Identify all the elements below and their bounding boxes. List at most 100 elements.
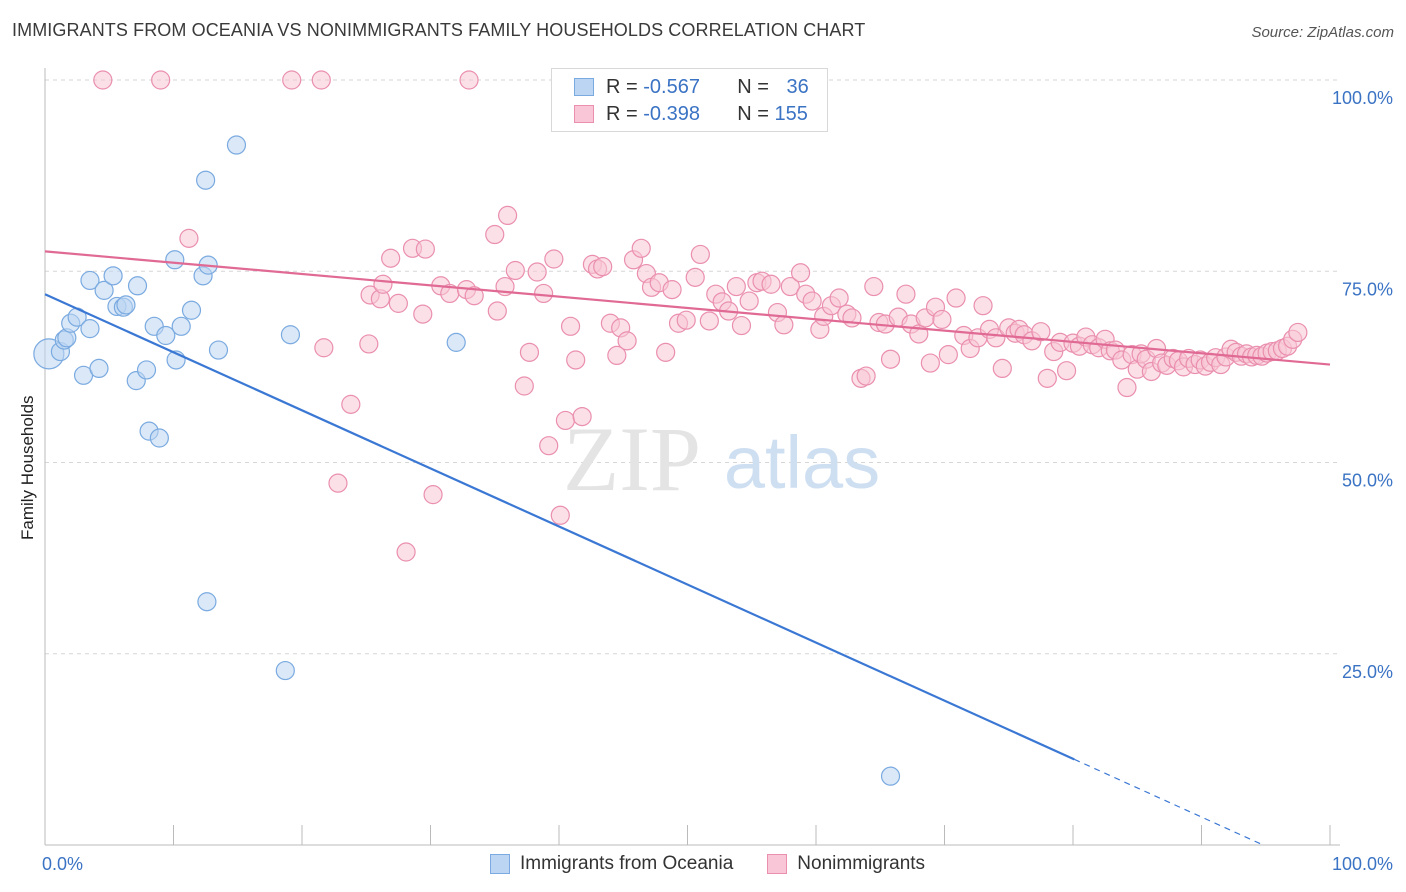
point-oceania bbox=[103, 266, 123, 286]
point-nonimmigrants bbox=[311, 70, 331, 90]
point-oceania bbox=[94, 280, 114, 300]
watermark-atlas: atlas bbox=[724, 421, 880, 504]
point-nonimmigrants bbox=[864, 276, 884, 297]
point-oceania bbox=[280, 325, 301, 345]
point-nonimmigrants bbox=[938, 345, 958, 365]
point-nonimmigrants bbox=[93, 70, 113, 90]
point-nonimmigrants bbox=[179, 228, 199, 248]
point-oceania bbox=[156, 325, 176, 346]
point-nonimmigrants bbox=[992, 358, 1012, 379]
point-oceania bbox=[127, 276, 148, 296]
point-oceania bbox=[149, 428, 169, 448]
point-nonimmigrants bbox=[880, 349, 901, 369]
watermark: ZIP atlas bbox=[563, 408, 880, 510]
point-nonimmigrants bbox=[932, 309, 952, 330]
point-oceania bbox=[181, 300, 202, 320]
point-nonimmigrants bbox=[328, 473, 348, 493]
point-nonimmigrants bbox=[790, 263, 811, 283]
legend-n-value-oceania: 36 bbox=[786, 75, 809, 98]
y-axis-label-wrap: Family Households bbox=[18, 395, 38, 540]
point-oceania bbox=[171, 316, 191, 336]
point-nonimmigrants bbox=[739, 291, 759, 311]
point-nonimmigrants bbox=[774, 315, 794, 335]
legend-r-label: R = bbox=[606, 75, 644, 98]
legend-label-oceania: Immigrants from Oceania bbox=[520, 853, 734, 874]
point-nonimmigrants bbox=[593, 257, 613, 277]
axes bbox=[44, 68, 1340, 846]
point-oceania bbox=[208, 340, 229, 360]
point-oceania bbox=[165, 250, 185, 270]
point-nonimmigrants bbox=[396, 542, 416, 562]
point-nonimmigrants bbox=[151, 70, 171, 90]
point-oceania bbox=[197, 592, 217, 612]
point-nonimmigrants bbox=[731, 315, 752, 336]
point-nonimmigrants bbox=[341, 394, 361, 414]
y-axis-label: Family Households bbox=[18, 395, 37, 540]
tick-labels: 25.0% 50.0% 75.0% 100.0% 0.0% 100.0% bbox=[42, 88, 1393, 874]
point-nonimmigrants bbox=[505, 260, 525, 281]
point-nonimmigrants bbox=[544, 249, 564, 269]
point-nonimmigrants bbox=[699, 311, 719, 331]
point-nonimmigrants bbox=[1288, 322, 1308, 343]
legend-r-label: R = bbox=[606, 102, 644, 125]
chart-source: Source: ZipAtlas.com bbox=[1251, 24, 1394, 41]
y-tick-label: 50.0% bbox=[1342, 471, 1393, 491]
point-nonimmigrants bbox=[617, 331, 637, 351]
point-nonimmigrants bbox=[381, 248, 401, 268]
legend-swatch-oceania bbox=[490, 854, 510, 874]
legend-swatch-nonimmigrants bbox=[574, 105, 594, 123]
x-tick-label: 100.0% bbox=[1332, 854, 1393, 874]
legend-item-nonimmigrants[interactable]: Nonimmigrants bbox=[767, 853, 925, 875]
trend-lines bbox=[44, 250, 1331, 846]
point-nonimmigrants bbox=[539, 436, 559, 456]
x-tick-label: 0.0% bbox=[42, 854, 83, 874]
point-nonimmigrants bbox=[533, 283, 554, 304]
legend-n-label: N = bbox=[737, 102, 775, 125]
point-nonimmigrants bbox=[662, 280, 682, 300]
point-nonimmigrants bbox=[359, 334, 379, 354]
point-nonimmigrants bbox=[373, 274, 393, 294]
point-nonimmigrants bbox=[690, 244, 710, 265]
point-nonimmigrants bbox=[566, 350, 586, 370]
point-oceania bbox=[226, 135, 247, 155]
point-nonimmigrants bbox=[973, 296, 993, 316]
point-nonimmigrants bbox=[550, 505, 570, 525]
point-oceania bbox=[446, 332, 466, 352]
point-nonimmigrants bbox=[780, 276, 800, 297]
point-nonimmigrants bbox=[388, 293, 408, 313]
point-nonimmigrants bbox=[459, 70, 479, 90]
point-nonimmigrants bbox=[685, 267, 705, 287]
point-nonimmigrants bbox=[726, 276, 746, 297]
point-nonimmigrants bbox=[607, 345, 627, 365]
point-nonimmigrants bbox=[464, 286, 484, 306]
point-oceania bbox=[80, 270, 100, 291]
legend-item-oceania[interactable]: Immigrants from Oceania bbox=[490, 853, 733, 875]
point-nonimmigrants bbox=[761, 274, 781, 294]
legend-label-nonimmigrants: Nonimmigrants bbox=[797, 853, 926, 874]
y-tick-label: 100.0% bbox=[1332, 88, 1393, 108]
point-oceania bbox=[880, 766, 901, 786]
point-nonimmigrants bbox=[631, 238, 651, 258]
point-nonimmigrants bbox=[896, 284, 916, 304]
point-nonimmigrants bbox=[514, 376, 534, 396]
point-nonimmigrants bbox=[487, 301, 507, 321]
legend-r-value-oceania: -0.567 bbox=[643, 75, 700, 98]
point-nonimmigrants bbox=[413, 304, 433, 324]
trend-line-oceania bbox=[44, 293, 1075, 761]
point-nonimmigrants bbox=[519, 342, 540, 362]
legend-n-value-nonimmigrants: 155 bbox=[774, 102, 808, 125]
point-nonimmigrants bbox=[423, 485, 443, 505]
point-nonimmigrants bbox=[560, 316, 581, 336]
point-nonimmigrants bbox=[415, 239, 435, 259]
stats-legend: R = -0.567 N = 36 R = -0.398 N = 155 bbox=[551, 68, 828, 132]
point-nonimmigrants bbox=[314, 338, 334, 358]
y-tick-label: 75.0% bbox=[1342, 279, 1393, 299]
legend-r-value-nonimmigrants: -0.398 bbox=[643, 102, 700, 125]
point-nonimmigrants bbox=[527, 262, 547, 282]
point-nonimmigrants bbox=[498, 205, 518, 226]
point-oceania bbox=[89, 358, 109, 379]
point-nonimmigrants bbox=[282, 70, 302, 90]
point-nonimmigrants bbox=[920, 353, 940, 373]
point-nonimmigrants bbox=[856, 366, 876, 386]
